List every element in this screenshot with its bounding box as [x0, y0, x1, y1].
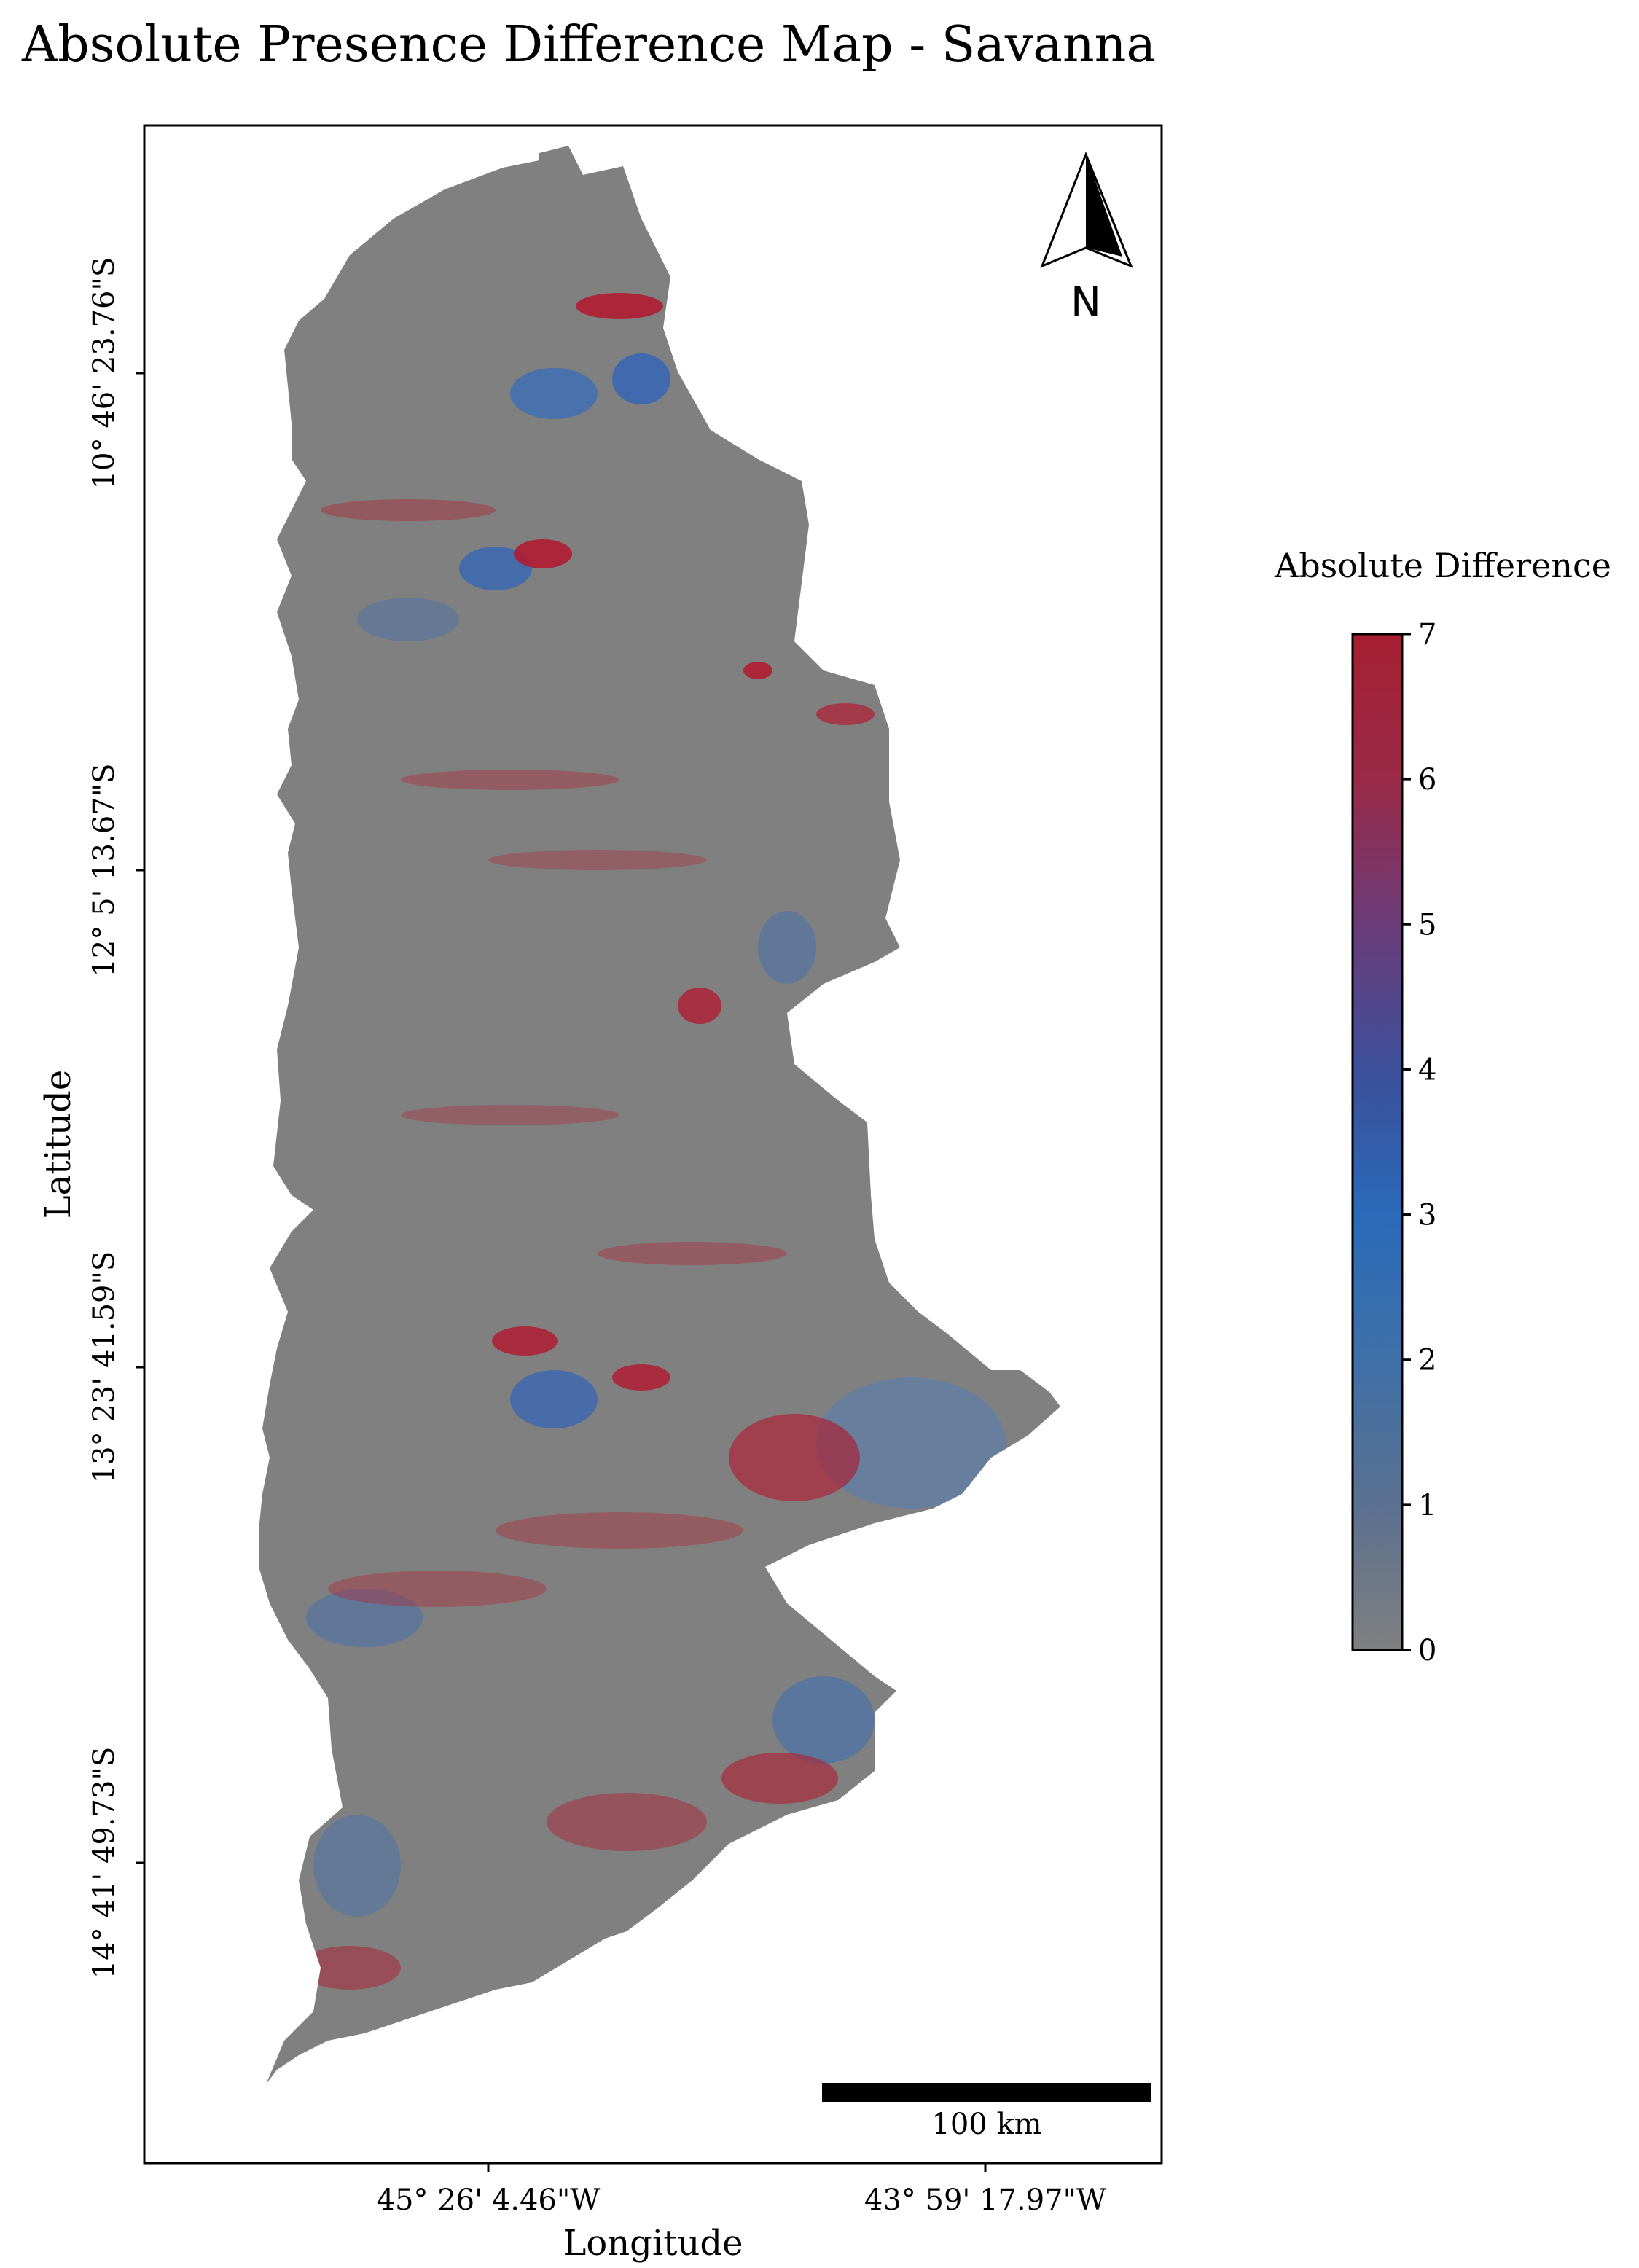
- x-tick-label: 45° 26' 4.46"W: [377, 2183, 601, 2217]
- diff-patch: [496, 1512, 743, 1549]
- diff-patch: [459, 547, 532, 590]
- colorbar-tick-label: 7: [1418, 618, 1436, 652]
- diff-patch: [721, 1753, 838, 1804]
- diff-patch: [510, 1370, 598, 1428]
- diff-patch: [729, 1414, 860, 1501]
- diff-patch: [816, 1377, 1006, 1509]
- colorbar-tick-label: 2: [1418, 1344, 1436, 1377]
- x-axis: 45° 26' 4.46"W 43° 59' 17.97"W Longitude: [377, 2163, 1106, 2264]
- colorbar-scale: [1351, 633, 1404, 1651]
- diff-patch: [678, 988, 721, 1024]
- savanna-region: [259, 146, 1060, 2084]
- y-axis: 10° 46' 23.76"S 12° 5' 13.67"S 13° 23' 4…: [38, 257, 144, 1979]
- map-title: Absolute Presence Difference Map - Savan…: [22, 16, 1156, 74]
- y-tick-label: 12° 5' 13.67"S: [87, 763, 121, 977]
- diff-patch: [401, 770, 619, 790]
- diff-patch: [772, 1676, 875, 1764]
- x-tick-label: 43° 59' 17.97"W: [864, 2183, 1106, 2217]
- colorbar-tick-label: 0: [1418, 1634, 1436, 1667]
- colorbar-tick-label: 1: [1418, 1489, 1436, 1522]
- colorbar-title: Absolute Difference: [1274, 546, 1611, 585]
- scale-bar: 100 km: [822, 2083, 1151, 2141]
- diff-patch: [612, 353, 670, 404]
- y-tick-label: 13° 23' 41.59"S: [87, 1251, 121, 1484]
- diff-patch: [299, 1946, 401, 1990]
- diff-patch: [576, 293, 663, 319]
- diff-patch: [510, 368, 598, 419]
- diff-patch: [816, 703, 875, 725]
- colorbar-tick-label: 5: [1418, 908, 1436, 942]
- diff-patch: [547, 1793, 707, 1851]
- colorbar-tick-label: 3: [1418, 1199, 1436, 1232]
- difference-patches: [299, 293, 1006, 1990]
- north-arrow-icon: N: [1040, 151, 1133, 326]
- north-arrow-label: N: [1071, 279, 1101, 326]
- diff-patch: [743, 662, 772, 679]
- y-axis-label: Latitude: [38, 1070, 79, 1219]
- y-tick-label: 14° 41' 49.73"S: [87, 1747, 121, 1979]
- colorbar: Absolute Difference 0 1 2 3 4 5 6 7: [1274, 546, 1611, 1667]
- scale-bar-label: 100 km: [931, 2108, 1041, 2141]
- diff-patch: [306, 1589, 423, 1647]
- diff-patch: [612, 1364, 670, 1391]
- diff-patch: [598, 1242, 787, 1265]
- diff-patch: [357, 598, 459, 641]
- colorbar-ticks: 0 1 2 3 4 5 6 7: [1402, 618, 1436, 1667]
- diff-patch: [321, 499, 496, 521]
- diff-patch: [313, 1815, 401, 1917]
- diff-patch: [401, 1105, 619, 1125]
- x-axis-label: Longitude: [563, 2223, 743, 2264]
- colorbar-tick-label: 6: [1418, 763, 1436, 797]
- scale-bar-bar: [822, 2083, 1151, 2102]
- y-tick-label: 10° 46' 23.76"S: [87, 257, 121, 490]
- diff-patch: [492, 1326, 558, 1356]
- region-base: [259, 146, 1060, 2084]
- colorbar-tick-label: 4: [1418, 1053, 1436, 1087]
- diff-patch: [758, 911, 816, 984]
- diff-patch: [328, 1571, 547, 1607]
- diff-patch: [514, 539, 572, 568]
- diff-patch: [488, 850, 707, 870]
